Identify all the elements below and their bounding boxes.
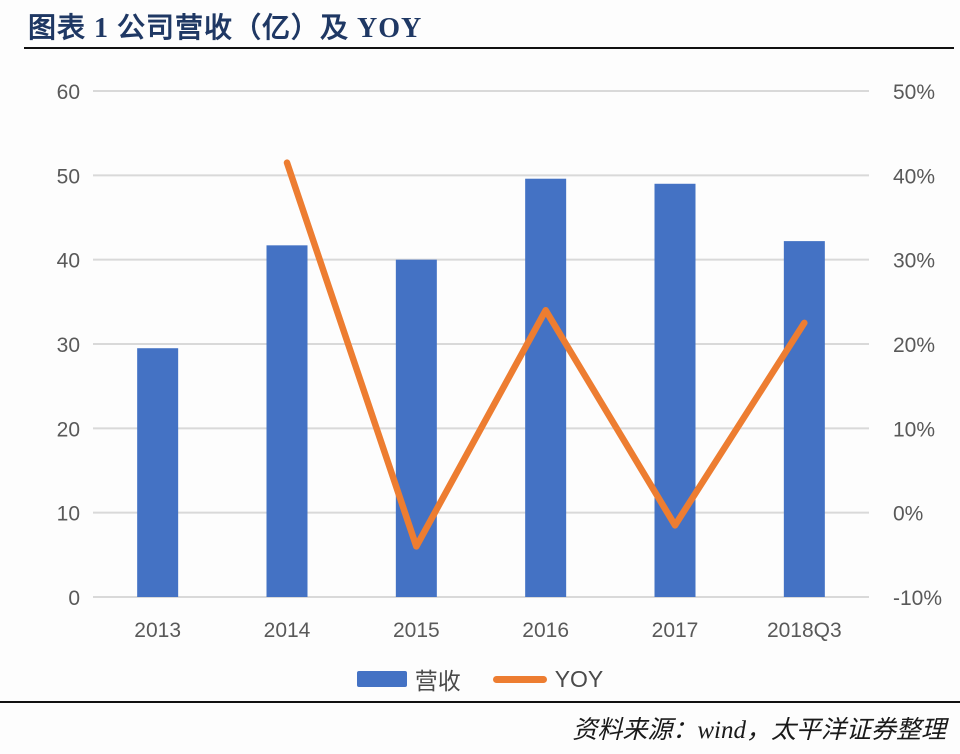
y-axis-left-tick-label: 40 [57, 250, 80, 273]
x-axis-label: 2017 [652, 619, 699, 642]
revenue-bar [783, 241, 825, 597]
y-axis-right-tick-label: 0% [893, 503, 923, 526]
x-axis-label: 2013 [134, 619, 181, 642]
y-axis-left-tick-label: 0 [68, 587, 80, 610]
y-axis-right-tick-label: 40% [893, 165, 935, 188]
x-axis-label: 2018Q3 [767, 619, 842, 642]
y-axis-right-tick-label: 10% [893, 418, 935, 441]
y-axis-left-tick-label: 10 [57, 503, 80, 526]
yoy-line [283, 159, 808, 550]
y-axis-left-tick-label: 60 [57, 81, 80, 104]
revenue-bar [137, 348, 179, 597]
y-axis-right-tick-label: 50% [893, 81, 935, 104]
yoy-swatch [492, 675, 547, 683]
source-text: 资料来源：wind，太平洋证券整理 [572, 717, 946, 744]
x-axis-label: 2016 [522, 619, 569, 642]
y-axis-left-tick-label: 20 [57, 418, 80, 441]
legend-item-yoy: YOY [492, 665, 604, 693]
title-rule [24, 47, 954, 49]
y-axis-left-tick-label: 50 [57, 165, 80, 188]
legend: 营收 YOY [0, 662, 960, 696]
revenue-bar [525, 178, 567, 597]
revenue-bar [654, 183, 696, 597]
footer-rule [0, 701, 960, 703]
chart-title: 图表 1 公司营收（亿）及 YOY [28, 13, 423, 44]
y-axis-right-tick-label: 30% [893, 250, 935, 273]
x-axis-label: 2015 [393, 619, 440, 642]
revenue-bar [266, 245, 308, 597]
legend-label-revenue: 营收 [414, 668, 461, 694]
x-axis-label: 2014 [264, 619, 311, 642]
revenue-swatch [356, 671, 407, 687]
legend-label-yoy: YOY [554, 665, 604, 692]
y-axis-right-tick-label: -10% [893, 587, 942, 610]
legend-item-revenue: 营收 [356, 662, 461, 696]
y-axis-left-tick-label: 30 [57, 334, 80, 357]
y-axis-right-tick-label: 20% [893, 334, 935, 357]
